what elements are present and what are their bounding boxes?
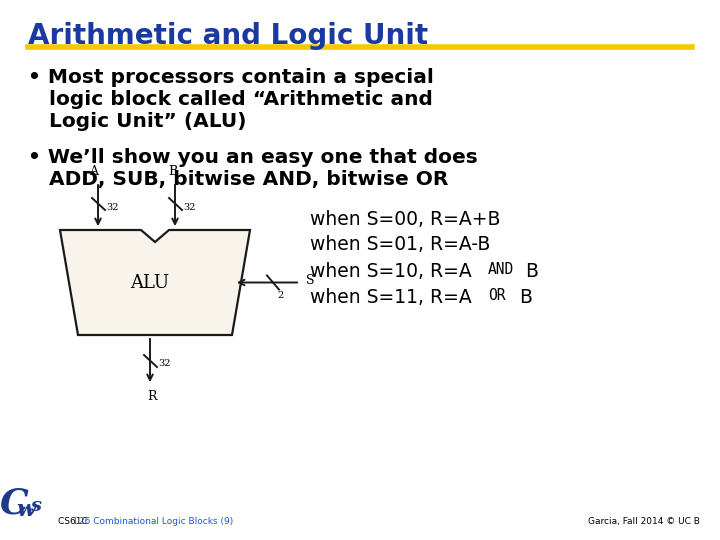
Text: • Most processors contain a special: • Most processors contain a special <box>28 68 434 87</box>
Text: Logic Unit” (ALU): Logic Unit” (ALU) <box>28 112 246 131</box>
Text: when S=11, R=A: when S=11, R=A <box>310 288 472 307</box>
Text: Arithmetic and Logic Unit: Arithmetic and Logic Unit <box>28 22 428 50</box>
Text: CS61C: CS61C <box>58 517 91 526</box>
Text: 32: 32 <box>183 202 196 212</box>
Text: when S=01, R=A-B: when S=01, R=A-B <box>310 235 490 254</box>
Polygon shape <box>60 230 250 335</box>
Text: • We’ll show you an easy one that does: • We’ll show you an easy one that does <box>28 148 478 167</box>
Text: B: B <box>514 288 533 307</box>
Text: w: w <box>17 499 35 521</box>
Text: L26 Combinational Logic Blocks (9): L26 Combinational Logic Blocks (9) <box>74 517 233 526</box>
Text: C: C <box>0 487 28 521</box>
Text: A: A <box>89 165 99 178</box>
Text: S: S <box>306 274 315 287</box>
Text: ALU: ALU <box>130 273 170 292</box>
Text: ADD, SUB, bitwise AND, bitwise OR: ADD, SUB, bitwise AND, bitwise OR <box>28 170 449 189</box>
Text: R: R <box>148 390 157 403</box>
Text: when S=10, R=A: when S=10, R=A <box>310 262 472 281</box>
Text: 32: 32 <box>106 202 119 212</box>
Text: AND: AND <box>488 262 514 277</box>
Text: s: s <box>30 497 42 515</box>
Text: OR: OR <box>488 288 505 303</box>
Text: B: B <box>520 262 539 281</box>
Text: when S=00, R=A+B: when S=00, R=A+B <box>310 210 500 229</box>
Text: logic block called “Arithmetic and: logic block called “Arithmetic and <box>28 90 433 109</box>
Text: 2: 2 <box>277 291 283 300</box>
Text: Garcia, Fall 2014 © UC B: Garcia, Fall 2014 © UC B <box>588 517 700 526</box>
Text: B: B <box>168 165 178 178</box>
Text: 32: 32 <box>158 360 171 368</box>
